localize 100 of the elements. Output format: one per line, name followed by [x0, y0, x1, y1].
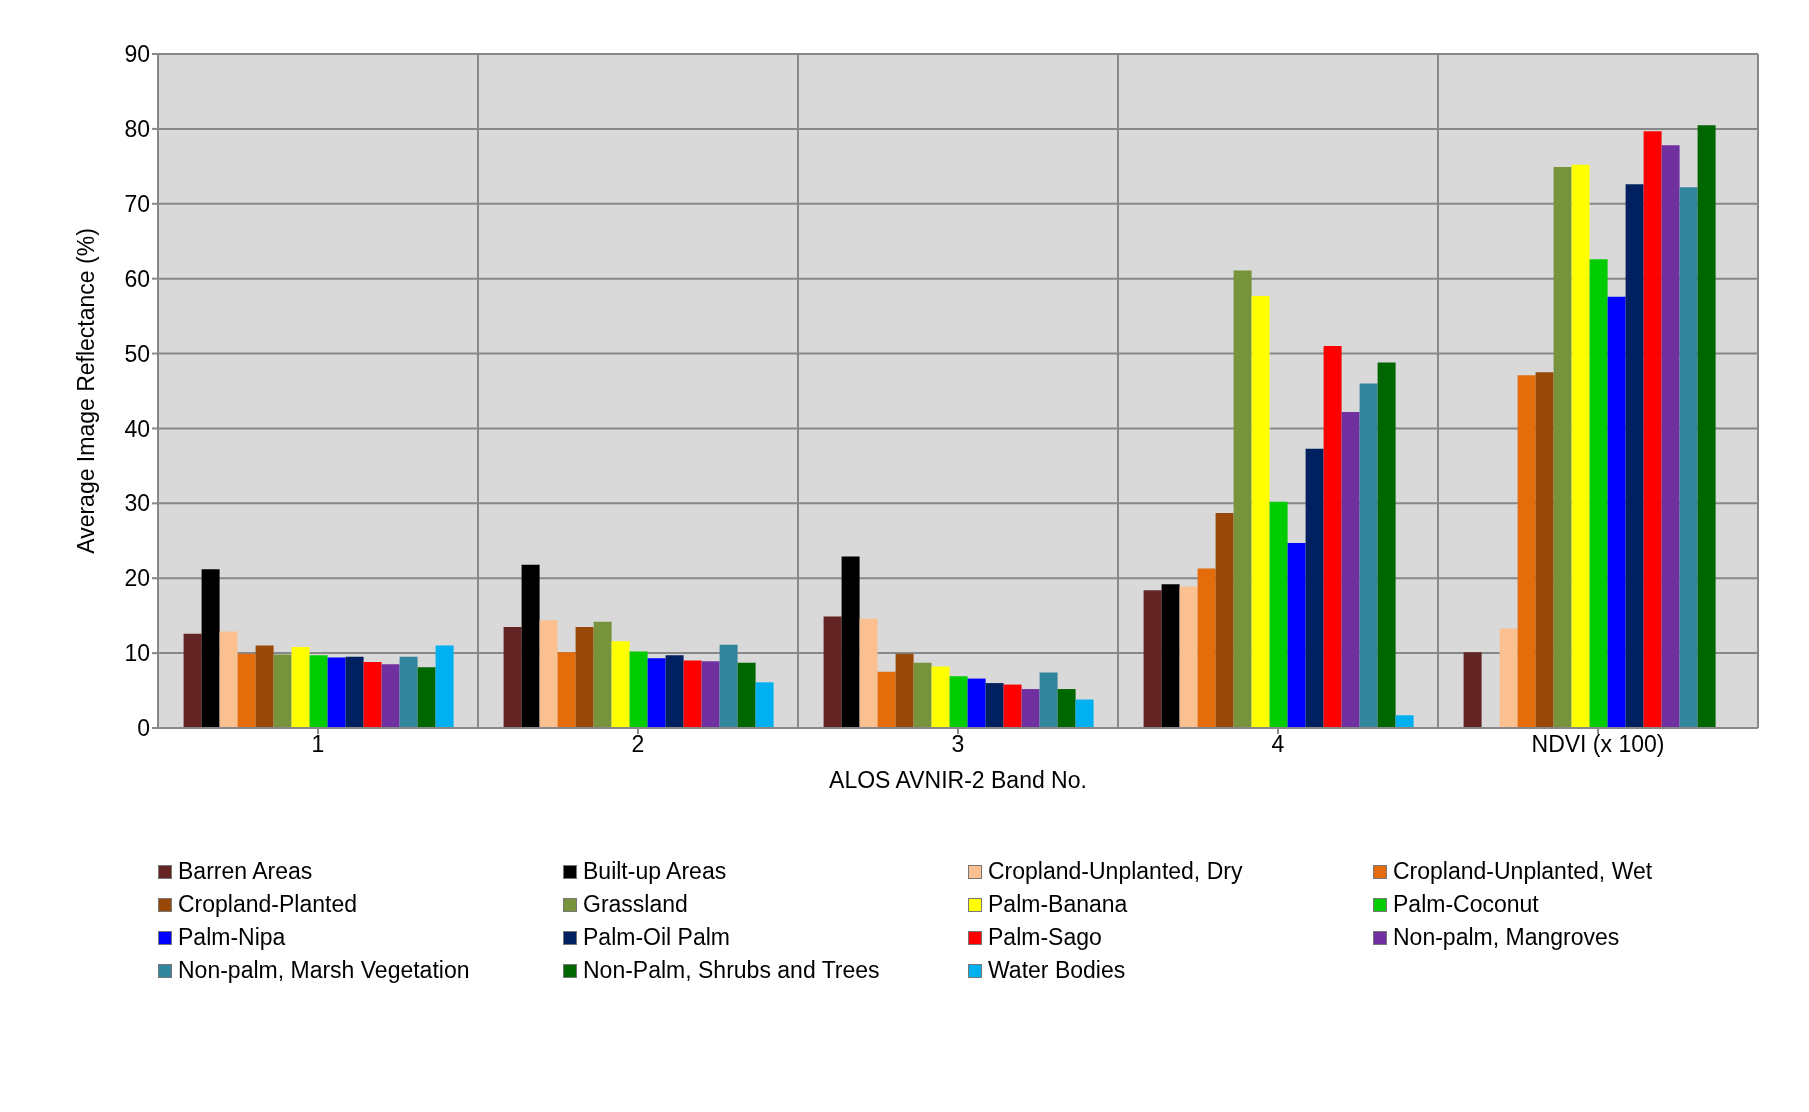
bar — [665, 655, 684, 728]
bar — [1697, 125, 1716, 728]
legend-label: Cropland-Unplanted, Wet — [1393, 858, 1653, 885]
x-axis-title: ALOS AVNIR-2 Band No. — [829, 767, 1087, 793]
bar — [521, 564, 540, 728]
bar — [557, 652, 576, 728]
bar — [575, 626, 594, 728]
bar — [719, 644, 738, 728]
x-tick-label: 2 — [631, 731, 645, 758]
bar — [1057, 689, 1076, 728]
bar — [985, 683, 1004, 728]
bar — [967, 678, 986, 728]
y-tick-label: 60 — [124, 265, 150, 292]
bar — [1463, 652, 1482, 728]
y-tick-label: 0 — [137, 715, 150, 742]
bar — [1625, 184, 1644, 728]
bar — [345, 656, 364, 728]
bar — [1535, 372, 1554, 728]
bar — [1143, 590, 1162, 728]
bar — [417, 667, 436, 728]
bar — [381, 664, 400, 728]
bar — [737, 662, 756, 728]
bar — [1341, 411, 1360, 728]
legend-label: Palm-Banana — [988, 891, 1128, 918]
bar — [219, 631, 238, 728]
bar — [1589, 259, 1608, 728]
x-tick-label: 1 — [311, 731, 325, 758]
legend-label: Built-up Areas — [583, 858, 727, 885]
y-tick-label: 20 — [124, 565, 150, 592]
y-tick-label: 30 — [124, 490, 150, 517]
legend-label: Cropland-Planted — [178, 891, 358, 918]
legend-label: Non-palm, Mangroves — [1393, 924, 1620, 951]
bar — [1679, 187, 1698, 728]
legend-label: Cropland-Unplanted, Dry — [988, 858, 1243, 885]
bar — [539, 620, 558, 728]
bar — [629, 651, 648, 728]
bar — [1215, 513, 1234, 728]
bar — [1305, 448, 1324, 728]
bar — [1269, 501, 1288, 728]
x-tick-label: 4 — [1271, 731, 1285, 758]
bar — [859, 618, 878, 728]
bar — [701, 661, 720, 728]
bar — [683, 660, 702, 728]
bar — [1075, 699, 1094, 728]
bar — [327, 657, 346, 728]
bar — [1395, 715, 1414, 728]
bar — [201, 569, 220, 728]
bar — [503, 626, 522, 728]
legend-label: Palm-Nipa — [178, 924, 286, 951]
legend-label: Water Bodies — [988, 957, 1126, 984]
bar — [1571, 164, 1590, 728]
bar — [755, 682, 774, 728]
legend-label: Palm-Oil Palm — [583, 924, 730, 951]
bar — [363, 662, 382, 728]
bar — [309, 655, 328, 728]
bar — [1161, 584, 1180, 728]
bar — [841, 556, 860, 728]
bar — [183, 633, 202, 728]
legend-label: Non-Palm, Shrubs and Trees — [583, 957, 880, 984]
y-tick-label: 50 — [124, 340, 150, 367]
bar — [1287, 543, 1306, 728]
bar — [237, 653, 256, 728]
bar — [1251, 295, 1270, 728]
legend-label: Grassland — [583, 891, 688, 918]
bar — [435, 645, 454, 728]
bar — [823, 616, 842, 728]
y-tick-label: 70 — [124, 190, 150, 217]
bar — [1323, 346, 1342, 728]
bar — [1003, 684, 1022, 728]
bar — [877, 671, 896, 728]
bar — [895, 653, 914, 728]
bar — [1517, 375, 1536, 728]
legend-label: Palm-Coconut — [1393, 891, 1539, 918]
bar — [1021, 689, 1040, 728]
bar — [399, 656, 418, 728]
bar — [611, 641, 630, 728]
bar — [1377, 362, 1396, 728]
bar — [1197, 568, 1216, 728]
x-tick-label: NDVI (x 100) — [1531, 731, 1665, 758]
y-tick-label: 90 — [124, 41, 150, 68]
bar — [913, 662, 932, 728]
bar — [1233, 270, 1252, 728]
bar — [1499, 628, 1518, 728]
bar — [1359, 383, 1378, 728]
bar — [1553, 167, 1572, 728]
legend-label: Palm-Sago — [988, 924, 1102, 951]
bar — [291, 647, 310, 728]
bar — [1643, 131, 1662, 728]
y-axis-title: Average Image Reflectance (%) — [73, 228, 100, 554]
bar — [273, 654, 292, 728]
x-tick-label: 3 — [951, 731, 965, 758]
bar — [1607, 296, 1626, 728]
bar — [931, 666, 950, 728]
bar — [647, 658, 666, 728]
y-tick-label: 80 — [124, 116, 150, 143]
bar — [593, 621, 612, 728]
bar — [1661, 145, 1680, 728]
bar — [1039, 672, 1058, 728]
legend-label: Barren Areas — [178, 858, 313, 885]
y-tick-label: 10 — [124, 640, 150, 667]
